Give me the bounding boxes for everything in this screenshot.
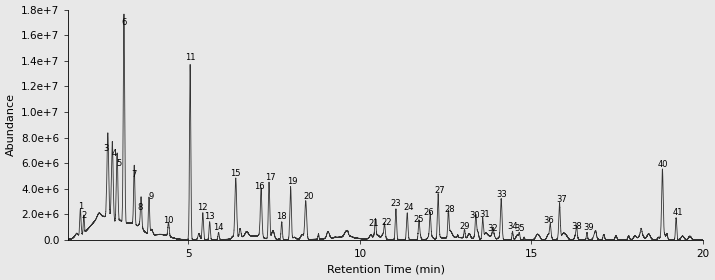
Text: 39: 39 [583,223,594,232]
Text: 20: 20 [303,192,314,202]
Text: 31: 31 [479,210,490,219]
Text: 36: 36 [543,216,554,225]
Text: 29: 29 [459,222,470,231]
Text: 12: 12 [197,203,208,212]
Text: 10: 10 [163,216,174,225]
X-axis label: Retention Time (min): Retention Time (min) [327,264,445,274]
Y-axis label: Abundance: Abundance [6,93,16,156]
Text: 13: 13 [204,212,215,221]
Text: 34: 34 [507,222,518,231]
Text: 3: 3 [104,144,109,153]
Text: 18: 18 [277,212,287,221]
Text: 11: 11 [185,53,195,62]
Text: 40: 40 [657,160,668,169]
Text: 24: 24 [404,203,414,212]
Text: 33: 33 [495,190,507,199]
Text: 22: 22 [381,218,392,227]
Text: 37: 37 [556,195,566,204]
Text: 14: 14 [213,223,224,232]
Text: 17: 17 [265,173,276,182]
Text: 30: 30 [469,211,480,220]
Text: 28: 28 [445,206,455,214]
Text: 4: 4 [112,149,117,158]
Text: 16: 16 [255,182,265,191]
Text: 26: 26 [423,208,434,217]
Text: 25: 25 [414,214,424,224]
Text: 38: 38 [571,222,582,231]
Text: 6: 6 [122,18,127,27]
Text: 7: 7 [132,171,137,179]
Text: 9: 9 [149,192,154,202]
Text: 8: 8 [137,203,142,212]
Text: 5: 5 [117,159,122,168]
Text: 19: 19 [287,177,297,186]
Text: 15: 15 [230,169,241,178]
Text: 32: 32 [488,225,498,234]
Text: 2: 2 [82,211,87,220]
Text: 27: 27 [435,186,445,195]
Text: 1: 1 [78,202,83,211]
Text: 35: 35 [514,225,525,234]
Text: 23: 23 [390,199,401,208]
Text: 41: 41 [673,208,683,217]
Text: 21: 21 [369,219,379,228]
